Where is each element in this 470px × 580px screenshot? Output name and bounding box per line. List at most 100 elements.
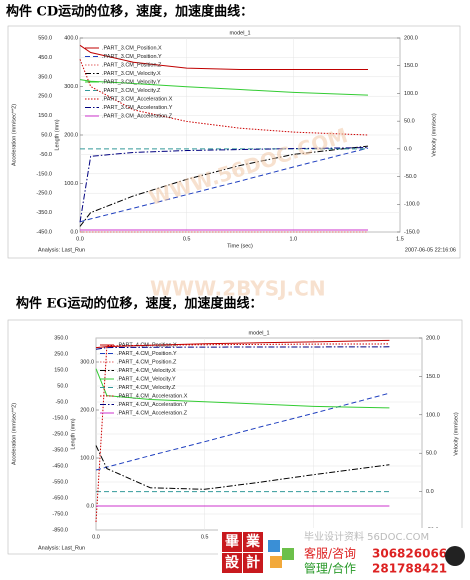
y-tick-label: 150.0 (38, 113, 52, 119)
legend-label: .PART_3.CM_Velocity.X (102, 71, 161, 77)
series-line (95, 346, 390, 350)
y-axis-label: Acceleration (mm/sec**2) (11, 403, 17, 465)
y-tick-label: 100.0 (80, 455, 94, 461)
y-tick-label: 550.0 (38, 35, 52, 41)
logo-box (243, 553, 263, 573)
legend-label: .PART_3.CM_Acceleration.Y (102, 105, 173, 111)
x-tick-label: 0.0 (76, 236, 84, 242)
y-tick-label: 200.0 (80, 407, 94, 413)
legend-label: .PART_4.CM_Acceleration.Z (117, 410, 188, 416)
y-tick-label: -150.0 (52, 415, 68, 421)
contact-number: 281788421 (372, 562, 447, 576)
chart-title: model_1 (248, 330, 269, 336)
penguin-icon (445, 546, 465, 566)
x-axis-label: Time (sec) (227, 243, 253, 249)
series-line (95, 392, 390, 471)
series-line (79, 79, 369, 96)
footer: Analysis: Last_Run (38, 545, 85, 551)
y-tick-label: 0.0 (426, 489, 434, 495)
contact-number: 306826066 (372, 547, 447, 561)
y2-axis-label: Velocity (mm/sec) (453, 412, 459, 456)
y-tick-label: 50.0 (426, 451, 437, 457)
y-tick-label: -50.0 (39, 152, 52, 158)
y-tick-label: 100.0 (426, 412, 440, 418)
y-tick-label: 450.0 (38, 55, 52, 61)
y-tick-label: -350.0 (36, 210, 52, 216)
y-tick-label: 200.0 (404, 35, 418, 41)
series-line (95, 343, 390, 523)
y3-axis-label: Length (mm) (54, 119, 60, 150)
icon (268, 540, 280, 552)
y-tick-label: 400.0 (64, 35, 78, 41)
y-tick-label: 150.0 (404, 63, 418, 69)
series-line (95, 445, 390, 490)
series-line (79, 59, 369, 136)
heading: 构件 EG运动的位移，速度，加速度曲线： (16, 296, 263, 312)
legend-label: .PART_3.CM_Velocity.Z (102, 88, 161, 94)
y-tick-label: 300.0 (80, 359, 94, 365)
series-line (79, 145, 369, 227)
contact-label: 客服/咨询 (304, 546, 356, 561)
series-line (79, 147, 369, 223)
legend-label: .PART_4.CM_Position.Z (117, 359, 177, 365)
contact-label: 管理/合作 (304, 561, 356, 576)
legend-label: .PART_4.CM_Acceleration.Y (117, 402, 188, 408)
logo-box (243, 532, 263, 552)
y-tick-label: -250.0 (52, 431, 68, 437)
x-tick-label: 0.0 (92, 534, 100, 540)
y-tick-label: 50.0 (41, 132, 52, 138)
y-tick-label: -750.0 (52, 511, 68, 517)
legend-label: .PART_4.CM_Acceleration.X (117, 393, 188, 399)
series-line (95, 339, 390, 349)
y-tick-label: 250.0 (38, 94, 52, 100)
y-tick-label: -250.0 (36, 191, 52, 197)
y-tick-label: -100.0 (404, 202, 420, 208)
y-tick-label: 350.0 (38, 74, 52, 80)
legend-label: .PART_3.CM_Acceleration.Z (102, 113, 173, 119)
y-tick-label: 50.0 (404, 119, 415, 125)
banner: 畢 業 設 計 毕业设计资料 56DOC.COM 客服/咨询 306826066… (218, 528, 470, 576)
legend-label: .PART_4.CM_Position.Y (117, 351, 177, 357)
watermark: WWW.2BYSJ.CN (150, 277, 326, 301)
y-tick-label: 300.0 (64, 84, 78, 90)
y2-axis-label: Velocity (mm/sec) (431, 113, 437, 157)
y3-axis-label: Length (mm) (70, 418, 76, 449)
legend-label: .PART_3.CM_Acceleration.X (102, 96, 173, 102)
y-tick-label: -50.0 (404, 174, 417, 180)
logo-box (222, 532, 242, 552)
legend-label: .PART_4.CM_Velocity.Z (117, 385, 176, 391)
y-tick-label: -450.0 (36, 229, 52, 235)
y-tick-label: -150.0 (36, 171, 52, 177)
legend-label: .PART_4.CM_Velocity.Y (117, 376, 176, 382)
legend-label: .PART_3.CM_Position.Z (102, 62, 162, 68)
y-tick-label: -850.0 (52, 527, 68, 533)
x-tick-label: 0.5 (183, 236, 191, 242)
y-tick-label: -450.0 (52, 463, 68, 469)
y-tick-label: 250.0 (54, 351, 68, 357)
y-tick-label: -50.0 (55, 399, 68, 405)
banner-site: 毕业设计资料 56DOC.COM (304, 530, 429, 543)
y-tick-label: 100.0 (64, 181, 78, 187)
y-tick-label: 150.0 (426, 374, 440, 380)
legend-label: .PART_4.CM_Velocity.X (117, 368, 176, 374)
icon (270, 556, 282, 568)
footer: Analysis: Last_Run (38, 247, 85, 253)
logo-char: 畢 (225, 534, 239, 550)
y-tick-label: 100.0 (404, 91, 418, 97)
y-tick-label: 50.0 (57, 383, 68, 389)
heading: 构件 CD运动的位移，速度，加速度曲线： (6, 4, 253, 20)
chart-title: model_1 (229, 30, 250, 36)
series-line (79, 147, 369, 223)
y-tick-label: 150.0 (54, 367, 68, 373)
icon (282, 548, 294, 560)
series-line (79, 44, 368, 71)
y-tick-label: 200.0 (426, 335, 440, 341)
legend-label: .PART_3.CM_Position.X (102, 45, 162, 51)
legend-label: .PART_3.CM_Velocity.Y (102, 79, 161, 85)
y-axis-label: Acceleration (mm/sec**2) (11, 104, 17, 166)
x-tick-label: 1.0 (290, 236, 298, 242)
logo-char: 業 (245, 533, 261, 550)
y-tick-label: -550.0 (52, 479, 68, 485)
